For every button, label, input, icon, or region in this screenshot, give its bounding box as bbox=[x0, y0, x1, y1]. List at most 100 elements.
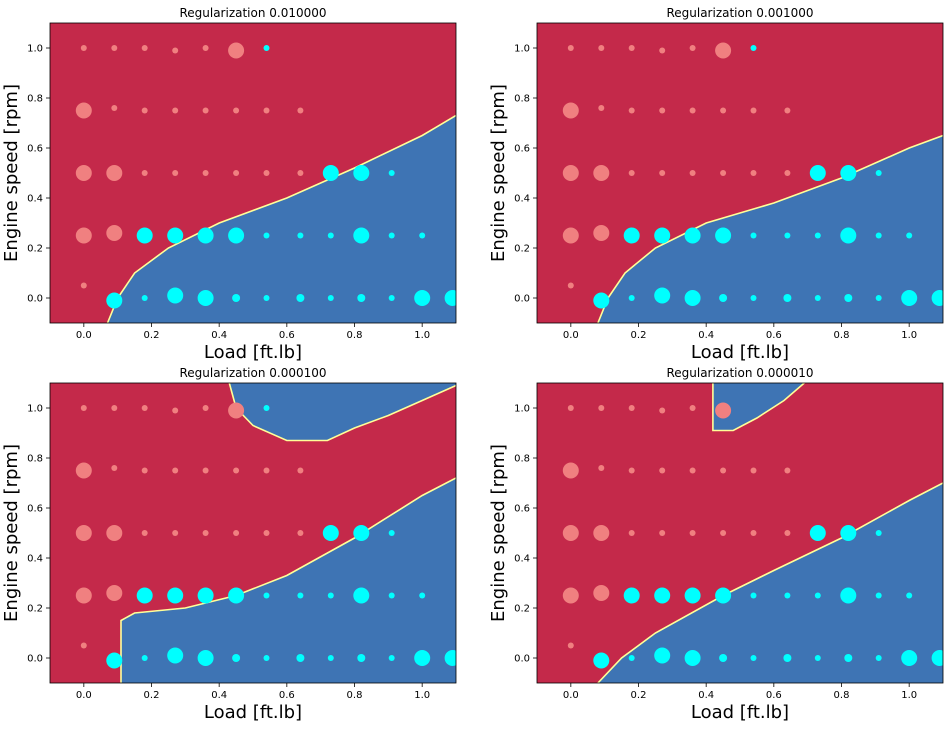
region-class-1 bbox=[107, 115, 456, 323]
x-tick-label: 0.8 bbox=[834, 690, 850, 701]
point-class-1 bbox=[840, 587, 857, 604]
point-class-1 bbox=[167, 287, 184, 304]
point-class-1 bbox=[684, 650, 701, 666]
x-tick-label: 0.6 bbox=[279, 690, 295, 701]
x-tick-label: 1.0 bbox=[414, 690, 430, 701]
point-class-1 bbox=[263, 405, 270, 411]
y-tick-label: 0.0 bbox=[514, 654, 530, 665]
y-tick-label: 0.4 bbox=[27, 554, 43, 565]
point-class-0 bbox=[567, 642, 574, 649]
point-class-0 bbox=[172, 170, 179, 176]
point-class-0 bbox=[228, 402, 245, 419]
point-class-1 bbox=[684, 227, 701, 244]
point-class-1 bbox=[719, 654, 728, 662]
point-class-0 bbox=[106, 165, 123, 181]
point-class-0 bbox=[562, 165, 579, 181]
x-axis-label: Load [ft.lb] bbox=[204, 342, 302, 363]
point-class-1 bbox=[232, 654, 241, 662]
point-class-1 bbox=[263, 655, 270, 661]
point-class-0 bbox=[784, 530, 791, 536]
y-tick-label: 0.8 bbox=[514, 94, 530, 105]
plot-area bbox=[50, 23, 456, 323]
point-class-0 bbox=[720, 170, 727, 176]
point-class-1 bbox=[750, 232, 757, 239]
point-class-0 bbox=[228, 42, 245, 59]
point-class-0 bbox=[628, 467, 635, 474]
point-class-1 bbox=[784, 232, 791, 239]
point-class-0 bbox=[628, 530, 635, 536]
point-class-0 bbox=[111, 405, 118, 411]
point-class-0 bbox=[598, 45, 605, 51]
axes-frame bbox=[536, 22, 944, 324]
point-class-1 bbox=[197, 290, 214, 306]
point-class-0 bbox=[659, 107, 666, 114]
point-class-1 bbox=[715, 587, 732, 604]
point-class-0 bbox=[628, 45, 635, 51]
point-class-1 bbox=[297, 592, 304, 599]
point-class-1 bbox=[388, 170, 395, 176]
point-class-1 bbox=[353, 227, 370, 244]
region-class-1 bbox=[121, 478, 456, 683]
x-tick-label: 0.2 bbox=[631, 690, 647, 701]
x-tick-label: 0.2 bbox=[144, 330, 160, 341]
point-class-1 bbox=[750, 655, 757, 661]
point-class-1 bbox=[931, 290, 943, 306]
point-class-0 bbox=[75, 462, 92, 479]
point-class-1 bbox=[353, 525, 370, 541]
y-tick-label: 0.2 bbox=[514, 244, 530, 255]
y-tick-label: 1.0 bbox=[27, 44, 43, 55]
y-tick-label: 1.0 bbox=[27, 404, 43, 415]
point-class-1 bbox=[593, 292, 610, 309]
point-class-1 bbox=[901, 650, 918, 666]
y-tick-label: 0.2 bbox=[514, 604, 530, 615]
point-class-0 bbox=[233, 467, 240, 474]
point-class-1 bbox=[414, 290, 431, 306]
point-class-1 bbox=[684, 587, 701, 604]
subplot-1: 0.0 0.2 0.4 0.6 0.8 1.0 0.0 0.2 0.4 0.6 0.8 1.0 Regu… bbox=[1, 6, 457, 363]
point-class-1 bbox=[419, 232, 426, 239]
point-class-1 bbox=[783, 294, 792, 302]
x-tick-label: 0.6 bbox=[766, 690, 782, 701]
point-class-0 bbox=[567, 405, 574, 411]
point-class-0 bbox=[567, 45, 574, 51]
point-class-0 bbox=[593, 165, 610, 181]
point-class-0 bbox=[562, 227, 579, 244]
x-tick-label: 0.8 bbox=[347, 690, 363, 701]
point-class-1 bbox=[906, 592, 913, 599]
x-tick-label: 0.0 bbox=[563, 330, 579, 341]
point-class-1 bbox=[228, 587, 245, 604]
point-class-0 bbox=[659, 170, 666, 176]
axes-frame bbox=[49, 22, 457, 324]
point-class-0 bbox=[689, 530, 696, 536]
point-class-1 bbox=[719, 294, 728, 302]
subplot-2: 0.0 0.2 0.4 0.6 0.8 1.0 0.0 0.2 0.4 0.6 0.8 1.0 Regu… bbox=[488, 6, 944, 363]
point-class-0 bbox=[106, 525, 123, 541]
point-class-1 bbox=[784, 592, 791, 599]
region-class-1 bbox=[597, 135, 943, 323]
y-tick-label: 0.0 bbox=[27, 654, 43, 665]
point-class-0 bbox=[562, 102, 579, 119]
decision-boundary-line bbox=[597, 134, 943, 323]
point-class-0 bbox=[720, 107, 727, 114]
point-class-1 bbox=[623, 587, 640, 604]
point-class-0 bbox=[172, 467, 179, 474]
point-class-0 bbox=[562, 462, 579, 479]
decision-boundary-line bbox=[106, 114, 456, 323]
point-class-0 bbox=[562, 587, 579, 604]
point-class-0 bbox=[628, 170, 635, 176]
point-class-1 bbox=[840, 165, 857, 181]
y-tick-label: 1.0 bbox=[514, 44, 530, 55]
x-tick-label: 1.0 bbox=[901, 690, 917, 701]
y-tick-label: 0.6 bbox=[27, 144, 43, 155]
y-axis-label: Engine speed [rpm] bbox=[1, 444, 22, 622]
point-class-0 bbox=[297, 107, 304, 114]
point-class-1 bbox=[167, 647, 184, 664]
point-class-1 bbox=[814, 295, 821, 301]
point-class-0 bbox=[750, 107, 757, 114]
point-class-0 bbox=[75, 587, 92, 604]
decision-boundary-line bbox=[597, 482, 943, 683]
point-class-0 bbox=[598, 465, 605, 471]
point-class-0 bbox=[80, 282, 87, 289]
point-class-1 bbox=[931, 650, 943, 666]
point-class-1 bbox=[167, 227, 184, 244]
